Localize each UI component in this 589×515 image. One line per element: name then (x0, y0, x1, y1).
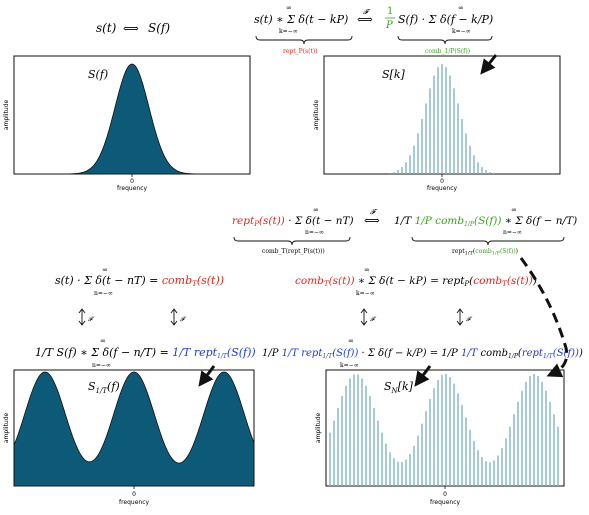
plot-s-1t-f: S1/T(f) amplitude 0 frequency (3, 369, 255, 506)
equiv-arrow: ⟺ (357, 13, 373, 26)
y-axis-label: amplitude (3, 413, 10, 444)
transform-arrow-l1: 𝓕 (78, 308, 95, 326)
sum-bottom-limit-mm: k=−∞ (356, 290, 375, 297)
sum-bottom-limit-m2: n=−∞ (503, 229, 522, 236)
plot-label: S(f) (88, 68, 108, 81)
pointer-arrow-br (414, 365, 432, 387)
gaussian-area (14, 63, 250, 175)
plot-label: S1/T(f) (88, 380, 120, 395)
pointer-arrow-top (480, 54, 498, 75)
periodic-area (13, 371, 255, 487)
x-tick-label: 0 (440, 178, 444, 185)
sum-bottom-limit-m: n=−∞ (305, 229, 324, 236)
sum-bottom-limit-mm2: k=−∞ (340, 362, 359, 369)
x-tick-label: 0 (132, 491, 136, 498)
plot-s-n-k: SN[k] amplitude 0 frequency (315, 369, 565, 506)
y-axis-label: amplitude (3, 100, 10, 131)
sum-top-limit-m2: ∞ (511, 206, 517, 214)
eq-top-left: s(t) ⟺ S(f) (96, 21, 170, 35)
sum-top-limit-r: ∞ (458, 4, 464, 12)
label-rept-p: rept_P(s(t)) (283, 48, 318, 55)
plot-marks (13, 371, 255, 487)
sum-top-limit-l: ∞ (102, 266, 108, 274)
sum-top-limit-l2: ∞ (100, 337, 106, 345)
sum-bottom-limit: k=−∞ (279, 28, 298, 35)
eq-s-time: s(t) (96, 21, 117, 35)
dashed-curve-arrow (519, 257, 569, 378)
transform-arrow-l2: 𝓕 (170, 308, 187, 326)
eq-mid-left: reptP(s(t)) · Σ δ(t − nT) (232, 215, 354, 228)
x-axis-label: frequency (119, 499, 150, 506)
label-rept-comb: rept1/T(comb1/P(S(f))) (452, 248, 518, 257)
plot-label: SN[k] (384, 380, 414, 395)
frac-P: P (385, 20, 393, 31)
x-axis-label: frequency (117, 185, 148, 192)
fourier-symbol-m1: 𝓕 (370, 316, 377, 323)
underbrace-mid-left (233, 236, 351, 246)
underbrace-mid-right (411, 236, 565, 246)
y-axis-label: amplitude (313, 100, 320, 131)
sum-bottom-limit-l2: n=−∞ (92, 362, 111, 369)
eq-middle-left: s(t) · Σ δ(t − nT) = combT(s(t)) ∞ n=−∞ … (35, 266, 256, 369)
sum-top-limit-mm2: ∞ (348, 337, 354, 345)
fourier-symbol-l1: 𝓕 (88, 316, 95, 323)
transform-arrow-m2: 𝓕 (456, 308, 473, 326)
eq-middle-right: reptP(s(t)) · Σ δ(t − nT) ∞ n=−∞ comb_T(… (232, 206, 577, 257)
plot-label: S[k] (382, 68, 405, 81)
plot-marks (14, 63, 250, 175)
eq-conv-left: s(t) ∗ Σ δ(t − kP) (254, 13, 348, 26)
sum-top-limit-m: ∞ (313, 206, 319, 214)
x-tick-label: 0 (443, 491, 447, 498)
pointer-arrow-bl (198, 365, 216, 387)
x-axis-label: frequency (430, 499, 461, 506)
label-comb-rept: comb_T(rept_P(s(t))) (262, 248, 325, 255)
y-axis-label: amplitude (315, 413, 322, 444)
eq-top-right: s(t) ∗ Σ δ(t − kP) ∞ k=−∞ rept_P(s(t)) 𝓕… (254, 4, 493, 55)
underbrace-left (255, 35, 353, 45)
sum-top-limit-mm: ∞ (364, 266, 370, 274)
eq-comb-freq: 1/P 1/T rept1/T(S(f)) · Σ δ(f − k/P) = 1… (262, 348, 583, 360)
equiv-arrow-m: ⟺ (364, 214, 380, 227)
sum-bottom-limit-l: n=−∞ (94, 290, 113, 297)
sum-top-limit: ∞ (286, 4, 292, 12)
eq-equiv-arrow: ⟺ (123, 22, 139, 35)
label-comb-1p: comb_1/P(S(f)) (425, 48, 470, 55)
underbrace-right (397, 35, 493, 45)
frac-one: 1 (387, 6, 393, 17)
eq-S-freq: S(f) (148, 21, 170, 35)
eq-comb-sample: s(t) · Σ δ(t − nT) = combT(s(t)) (55, 274, 224, 288)
eq-mid-right: 1/T 1/P comb1/P(S(f)) ∗ Σ δ(f − n/T) (394, 215, 577, 228)
transform-arrow-m1: 𝓕 (360, 308, 377, 326)
plot-marks (389, 64, 495, 174)
eq-middle-mid: combT(s(t)) ∗ Σ δ(t − kP) = reptP(combT(… (262, 266, 583, 369)
plot-marks (329, 374, 559, 486)
x-tick-label: 0 (130, 178, 134, 185)
x-axis-label: frequency (427, 185, 458, 192)
plot-s-k: S[k] amplitude 0 frequency (313, 55, 561, 192)
eq-mult-right: S(f) · Σ δ(f − k/P) (398, 13, 493, 26)
sum-bottom-limit-r: k=−∞ (452, 28, 471, 35)
fourier-symbol: 𝓕 (363, 8, 371, 16)
eq-rept-comb: combT(s(t)) ∗ Σ δ(t − kP) = reptP(combT(… (295, 275, 537, 288)
fourier-symbol-m: 𝓕 (370, 208, 378, 216)
eq-rept-freq: 1/T S(f) ∗ Σ δ(f − n/T) = 1/T rept1/T(S(… (35, 346, 256, 360)
fourier-symbol-l2: 𝓕 (180, 316, 187, 323)
plot-s-f: S(f) amplitude 0 frequency (3, 55, 251, 192)
fourier-symbol-m2: 𝓕 (466, 316, 473, 323)
